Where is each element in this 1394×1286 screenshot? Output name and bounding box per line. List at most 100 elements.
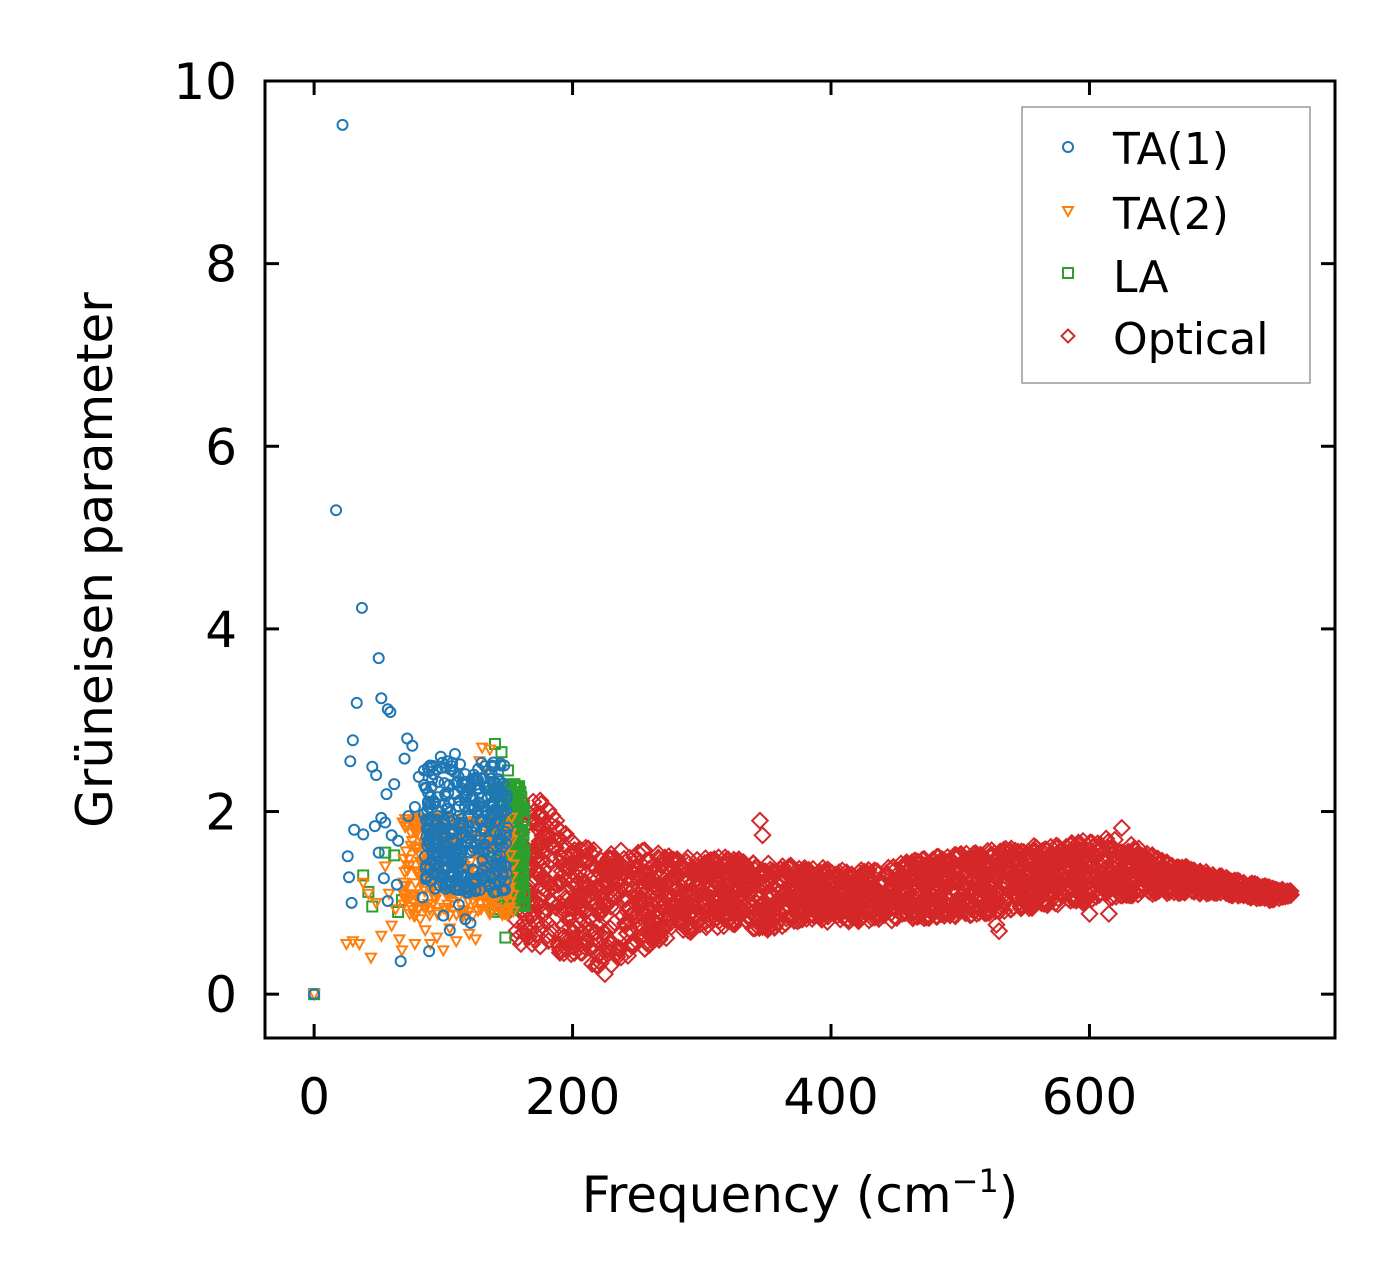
data-point [728,900,748,919]
data-point [355,601,368,614]
x-tick-label: 200 [525,1068,620,1126]
data-point [390,878,403,891]
data-point [494,757,507,770]
data-point [698,886,718,905]
data-point [867,862,887,881]
data-point [456,777,469,790]
data-point [1118,855,1137,874]
data-point [381,703,394,716]
data-point [435,871,448,884]
data-point [951,900,970,919]
data-point [580,908,600,928]
legend-label-la: LA [1113,252,1169,303]
data-point [704,871,723,890]
data-point [582,954,602,974]
data-point [863,867,883,887]
data-point [500,829,513,842]
data-point [693,892,713,911]
data-point [590,905,609,924]
data-point [457,819,470,832]
x-tick-label: 600 [1042,1068,1137,1126]
data-point [1051,885,1070,904]
data-point [1143,884,1162,904]
data-point [649,848,668,867]
data-point [1064,859,1083,878]
data-point [515,824,528,837]
data-point [936,879,955,899]
data-point [674,920,693,940]
data-point [618,899,638,918]
data-point [1142,858,1161,877]
legend-marker-la [1062,267,1074,279]
data-point [586,859,606,879]
data-point [1033,841,1052,861]
data-point [1118,842,1138,861]
data-point [422,910,437,923]
data-point [621,921,641,941]
data-point [421,761,434,774]
data-point [949,870,968,890]
data-point [430,851,443,864]
data-point [963,845,983,864]
data-point [1237,884,1256,904]
data-point [437,909,450,922]
data-point [533,867,552,887]
data-point [784,907,803,926]
data-point [624,848,644,867]
data-point [806,884,826,904]
data-point [980,873,1000,893]
data-point [1219,875,1238,894]
data-point [1121,854,1141,874]
data-point [474,904,488,917]
data-point [563,846,582,865]
data-point [516,897,529,910]
data-point [542,878,561,897]
data-point [364,952,378,965]
data-point [423,945,436,958]
data-point [727,876,747,896]
data-point [1189,872,1209,891]
data-point [927,889,946,908]
data-point [809,903,829,923]
data-point [731,857,751,876]
data-point [1034,894,1054,914]
data-point [395,945,409,958]
data-point [1030,875,1049,895]
legend-label-optical: Optical [1113,314,1268,365]
data-point [350,696,363,709]
data-point [477,822,490,835]
data-point [752,863,771,882]
data-point [495,909,509,922]
x-axis-label: Frequency (cm−1) [582,1162,1019,1224]
data-point [666,905,685,924]
y-tick-label: 10 [173,53,237,111]
data-point [348,823,361,836]
data-point [1081,833,1100,852]
data-point [1267,886,1287,905]
data-point [582,845,602,864]
data-point [1200,882,1219,901]
data-point [1172,882,1192,901]
data-point [818,907,838,926]
data-point [1022,898,1041,917]
data-point [611,841,631,860]
y-tick-label: 0 [205,966,237,1024]
data-point [352,938,367,952]
data-point [870,873,889,892]
data-point [499,931,512,944]
data-point [547,811,566,830]
data-point [437,902,451,915]
data-point [1273,882,1292,902]
data-point [517,899,537,919]
data-point [788,891,807,910]
data-point [964,855,984,874]
data-point [372,846,385,859]
legend-markers [1060,141,1076,344]
data-point [681,919,701,939]
data-point [573,884,592,904]
data-point [398,752,411,765]
data-point [411,902,426,915]
data-point [495,805,508,818]
data-point [1090,871,1109,890]
y-axis-label: Grüneisen parameter [66,292,124,828]
